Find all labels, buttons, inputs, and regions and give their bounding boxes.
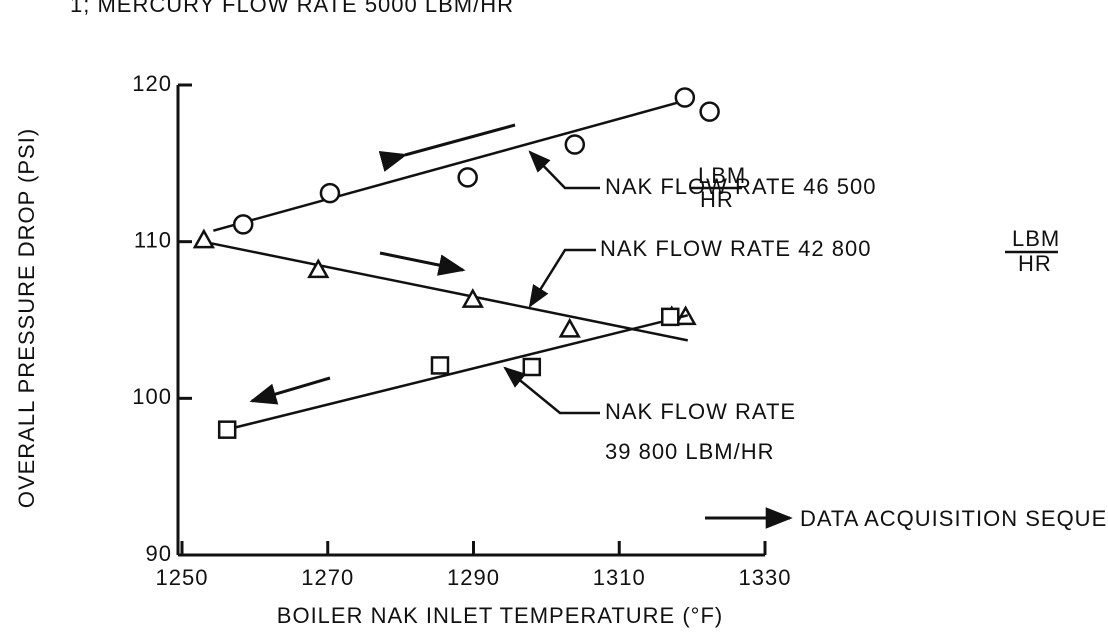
point: [674, 87, 696, 108]
y-tick-label: 120: [132, 71, 172, 96]
point: [558, 317, 581, 338]
series-label: HR: [1018, 251, 1052, 276]
point: [564, 134, 586, 155]
series-label: LBM: [698, 163, 746, 188]
series-label: LBM: [1012, 226, 1060, 251]
fit-line: [213, 97, 691, 232]
y-axis-label: OVERALL PRESSURE DROP (PSI): [14, 128, 39, 508]
leader-line: [528, 150, 600, 190]
series-label: 39 800 LBM/HR: [605, 439, 775, 464]
x-tick-label: 1290: [447, 565, 500, 590]
y-tick-label: 110: [134, 227, 172, 252]
point: [457, 167, 478, 188]
direction-arrow: [379, 251, 466, 276]
series-label: HR: [700, 187, 734, 212]
y-tick-label: 100: [132, 384, 172, 409]
point: [522, 357, 542, 377]
series-label: NAK FLOW RATE: [605, 399, 796, 424]
x-tick-label: 1250: [156, 565, 209, 590]
y-tick-label: 90: [146, 541, 172, 566]
point: [699, 101, 720, 122]
x-tick-label: 1310: [593, 565, 646, 590]
point: [461, 288, 484, 308]
leader-line: [528, 248, 596, 308]
chart-title: 1; MERCURY FLOW RATE 5000 LBM/HR: [70, 0, 514, 17]
direction-arrow: [249, 376, 331, 405]
point: [430, 356, 450, 375]
series-label: NAK FLOW RATE 42 800: [600, 236, 871, 261]
point: [217, 420, 237, 439]
leader-line: [503, 366, 600, 415]
direction-arrow: [378, 123, 516, 172]
x-axis-label: BOILER NAK INLET TEMPERATURE (°F): [277, 603, 723, 628]
point: [307, 258, 330, 279]
point: [319, 182, 341, 204]
x-tick-label: 1330: [739, 565, 792, 590]
fit-line: [202, 240, 689, 342]
point: [192, 228, 216, 249]
point: [661, 307, 680, 327]
x-tick-label: 1270: [301, 565, 354, 590]
point: [232, 214, 254, 235]
fit-line: [219, 314, 689, 433]
annotation: DATA ACQUISITION SEQUENCE: [800, 506, 1108, 531]
series-label: NAK FLOW RATE 46 500: [605, 174, 876, 199]
